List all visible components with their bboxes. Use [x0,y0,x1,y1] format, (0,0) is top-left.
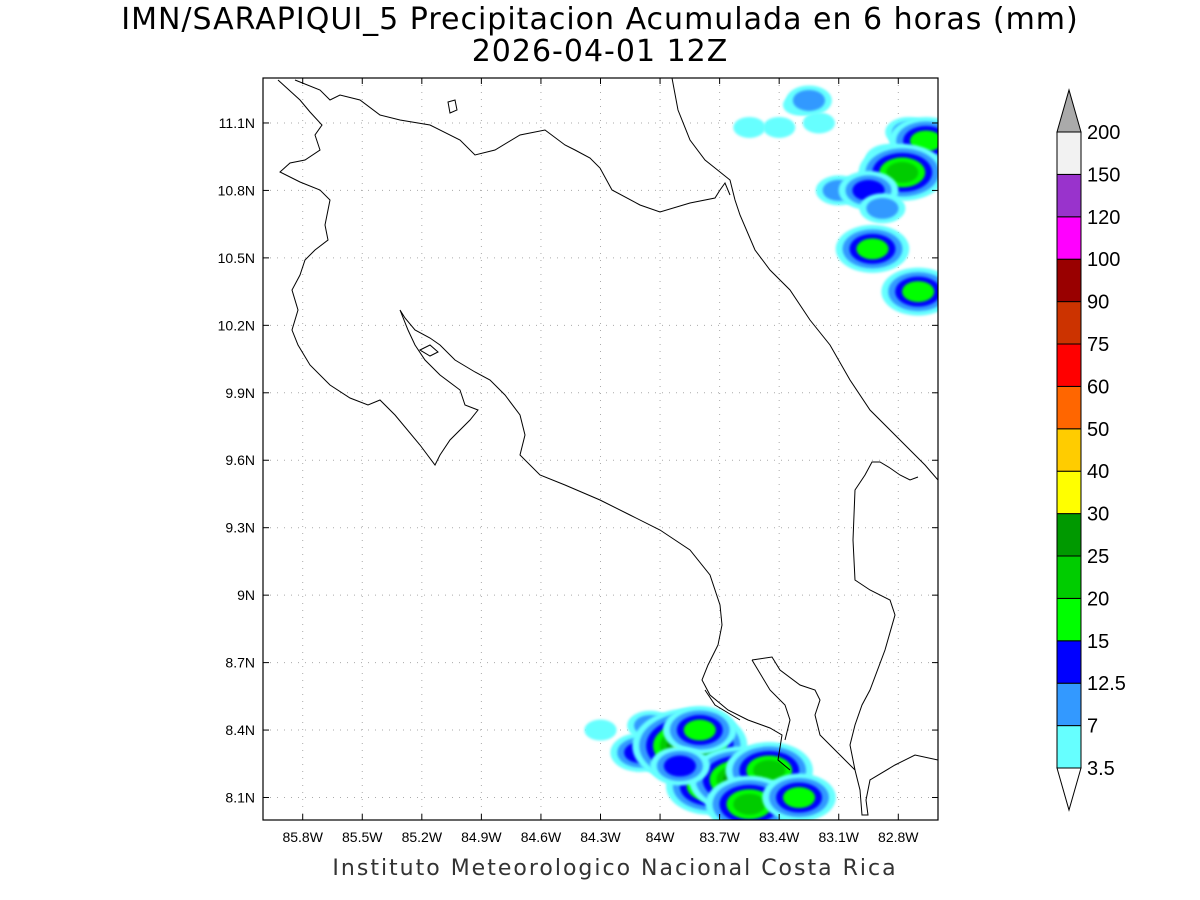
colorbar-label: 150 [1087,164,1120,186]
colorbar-swatch [1056,725,1082,769]
colorbar-label: 25 [1087,546,1109,568]
precip-cell [881,267,938,316]
lon-tick-label: 85.2W [402,829,443,845]
precip-cell [835,224,910,273]
colorbar-label: 200 [1087,122,1120,144]
lat-tick-label: 10.5N [218,250,255,266]
precip-contour [584,719,617,741]
lon-tick-label: 82.8W [878,829,919,845]
colorbar-label: 120 [1087,207,1120,229]
colorbar-swatch [1056,385,1082,430]
lat-tick-label: 10.2N [218,317,255,333]
colorbar-swatch [1056,173,1082,218]
precipitation-field [584,85,938,820]
lat-tick-label: 9.6N [225,452,255,468]
lat-tick-label: 8.7N [225,655,255,671]
precip-contour [733,793,766,815]
precip-contour [802,112,835,134]
colorbar-label: 7 [1087,716,1098,738]
precip-contour [683,719,716,741]
lon-tick-label: 84.6W [521,829,562,845]
colorbar-swatch [1056,513,1082,557]
colorbar-swatch [1056,555,1082,599]
colorbar-label: 40 [1087,461,1109,483]
colorbar-label: 3.5 [1087,758,1115,780]
colorbar-label: 75 [1087,334,1109,356]
lat-tick-label: 9N [237,587,255,603]
colorbar-over-arrow [1056,88,1082,133]
precip-contour [886,161,919,183]
precip-contour [763,116,796,138]
precip-cell [802,112,835,134]
precip-cell [859,193,906,224]
colorbar-swatch [1056,301,1082,345]
precip-contour [792,89,826,111]
map-gridlines [263,78,938,820]
lon-tick-label: 84.9W [461,829,502,845]
lat-tick-label: 8.4N [225,722,255,738]
colorbar-swatch [1056,470,1082,515]
precip-contour [733,116,766,138]
colorbar-label: 20 [1087,588,1109,610]
lat-tick-label: 8.1N [225,790,255,806]
colorbar-label: 100 [1087,249,1120,271]
precip-contour [753,760,786,782]
precip-contour [663,755,697,777]
precip-contour [856,238,889,260]
colorbar-swatch [1056,640,1082,684]
precip-contour [902,281,935,303]
coastline [277,78,938,816]
credit-text: Instituto Meteorologico Nacional Costa R… [332,856,898,881]
lon-tick-label: 85.8W [282,829,323,845]
lon-tick-label: 85.5W [342,829,383,845]
colorbar-label: 12.5 [1087,673,1126,695]
lat-tick-label: 11.1N [219,115,255,131]
lon-tick-label: 84.3W [580,829,621,845]
colorbar-under-arrow [1056,767,1082,812]
precip-contour [866,197,899,219]
colorbar-swatch [1056,258,1082,303]
colorbar-label: 50 [1087,419,1109,441]
lon-tick-label: 83.1W [819,829,860,845]
precip-cell [785,85,832,116]
precip-cell [584,719,617,741]
lon-tick-label: 83.7W [699,829,740,845]
map-valid-time: 2026-04-01 12Z [471,34,729,69]
colorbar-label: 15 [1087,631,1109,653]
lon-tick-label: 84W [646,829,676,845]
lat-tick-label: 9.9N [225,385,255,401]
colorbar-swatch [1056,597,1082,642]
colorbar-swatch [1056,216,1082,260]
map-title: IMN/SARAPIQUI_5 Precipitacion Acumulada … [121,2,1079,37]
latitude-axis: 11.1N 10.8N 10.5N 10.2N 9.9N 9.6N 9.3N 9N 8.7N 8.… [218,115,938,806]
precip-cell [650,746,710,786]
colorbar-label: 90 [1087,292,1109,314]
lat-tick-label: 9.3N [225,520,255,536]
lat-tick-label: 10.8N [218,182,255,198]
colorbar-swatch [1056,428,1082,472]
precip-cell [763,116,796,138]
longitude-axis: 85.8W 85.5W 85.2W 84.9W 84.6W 84.3W 84W 83.7W 83… [282,78,919,845]
colorbar-swatch [1056,131,1082,175]
colorbar-swatch [1056,343,1082,387]
colorbar-label: 30 [1087,504,1109,526]
colorbar-swatch [1056,682,1082,727]
precip-contour [782,787,816,809]
lon-tick-label: 83.4W [759,829,800,845]
colorbar-label: 60 [1087,376,1109,398]
precip-cell [762,773,836,820]
colorbar: 3.5 7 12.5 15 20 25 30 40 50 60 75 90 100 120 150 200 [1056,88,1126,812]
precip-cell [662,706,737,755]
precip-cell [733,116,766,138]
